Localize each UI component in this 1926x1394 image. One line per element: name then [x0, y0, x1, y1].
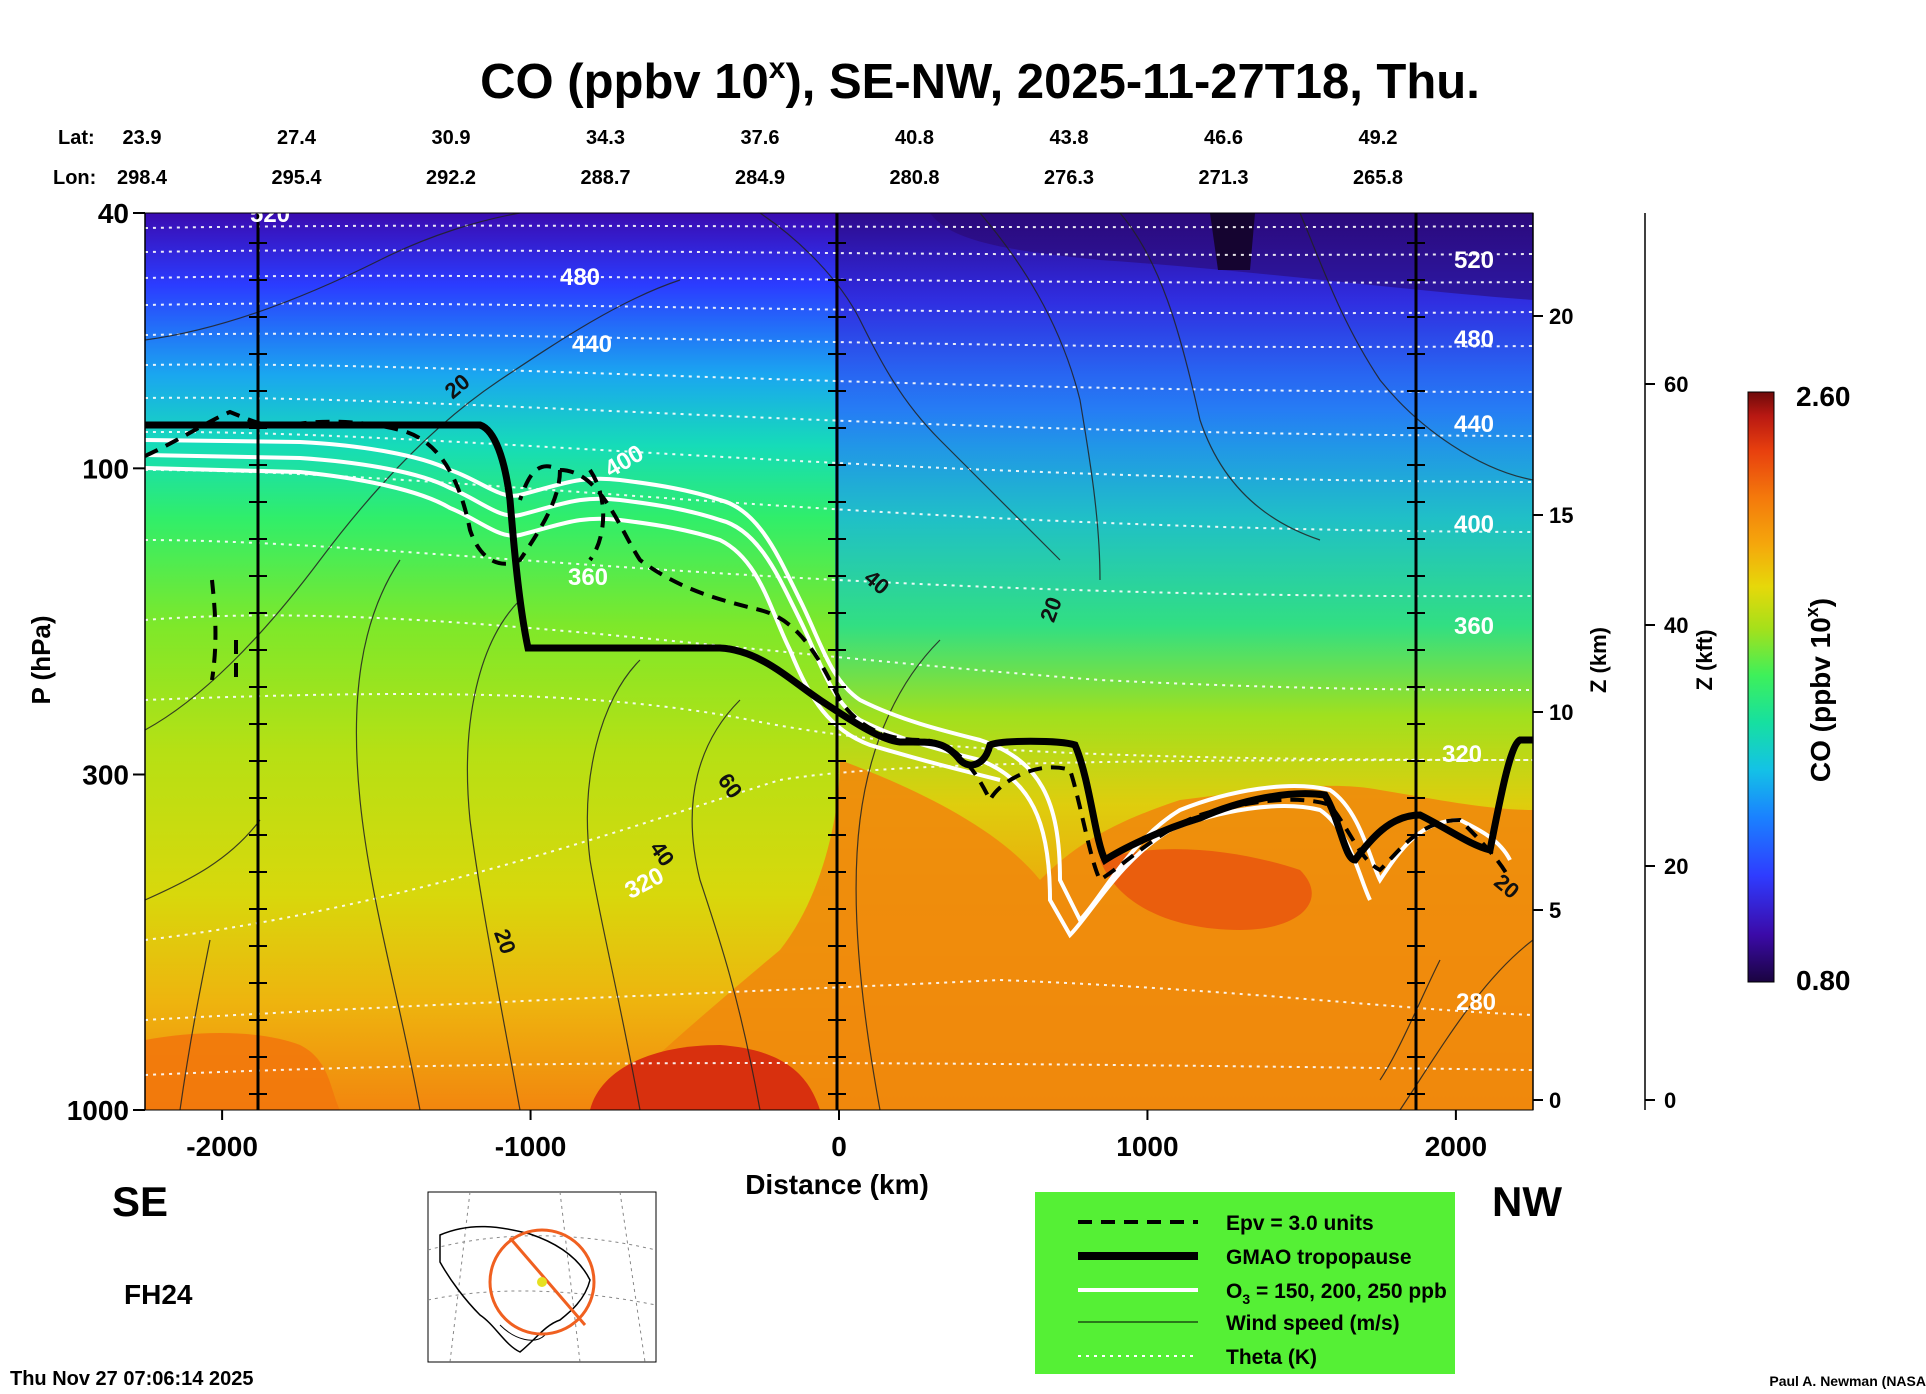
lat-value: 34.3	[586, 127, 625, 149]
x-tick-label: -1000	[495, 1131, 567, 1162]
x-tick-label: 1000	[1116, 1131, 1178, 1162]
z-km-axis: 0 5 10 15 20	[1532, 213, 1573, 1113]
lat-value: 40.8	[895, 127, 934, 149]
z-km-tick-label: 0	[1549, 1088, 1561, 1113]
z-kft-tick-label: 60	[1664, 372, 1688, 397]
lon-value: 295.4	[271, 167, 322, 189]
legend-label-ozone: O3 = 150, 200, 250 ppb	[1226, 1280, 1447, 1307]
theta-label: 480	[560, 264, 600, 291]
x-tick-label: 2000	[1425, 1131, 1487, 1162]
z-km-tick-label: 10	[1549, 700, 1573, 725]
x-tick-label: -2000	[186, 1131, 258, 1162]
z-kft-tick-label: 20	[1664, 854, 1688, 879]
legend-label-theta: Theta (K)	[1226, 1346, 1317, 1369]
theta-label: 280	[1456, 989, 1496, 1016]
z-kft-tick-label: 40	[1664, 613, 1688, 638]
legend-label-epv: Epv = 3.0 units	[1226, 1212, 1374, 1235]
colorbar-min-label: 0.80	[1796, 965, 1851, 996]
x-axis: -2000 -1000 0 1000 2000	[186, 1110, 1487, 1162]
z-km-tick-label: 15	[1549, 503, 1573, 528]
timestamp: Thu Nov 27 07:06:14 2025	[10, 1368, 253, 1390]
z-kft-axis: 0 20 40 60	[1645, 372, 1688, 1113]
direction-left: SE	[112, 1178, 168, 1225]
y-tick-label: 300	[82, 759, 129, 790]
legend-label-tropopause: GMAO tropopause	[1226, 1246, 1412, 1269]
y-axis: 40 100 300 1000	[67, 198, 146, 1126]
legend-label-wind: Wind speed (m/s)	[1226, 1312, 1400, 1335]
tropopause-line	[145, 421, 1533, 866]
lon-label: Lon:	[53, 167, 96, 189]
co-orange-lower-right	[600, 760, 1533, 1110]
x-axis-label: Distance (km)	[745, 1169, 929, 1200]
lat-value: 46.6	[1204, 127, 1243, 149]
z-km-axis-label: Z (km)	[1586, 627, 1611, 693]
lon-value: 298.4	[117, 167, 168, 189]
lat-value: 37.6	[741, 127, 780, 149]
reference-vertical-ticks	[249, 242, 1425, 1095]
x-tick-label: 0	[831, 1131, 847, 1162]
credit: Paul A. Newman (NASA	[1769, 1373, 1926, 1389]
z-km-tick-label: 5	[1549, 898, 1561, 923]
colorbar-max-label: 2.60	[1796, 381, 1851, 412]
lon-value: 280.8	[889, 167, 939, 189]
z-kft-axis-label: Z (kft)	[1692, 629, 1717, 690]
lat-value: 49.2	[1359, 127, 1398, 149]
legend: Epv = 3.0 units GMAO tropopause O3 = 150…	[1035, 1192, 1455, 1374]
theta-label: 480	[1454, 326, 1494, 353]
lon-value: 276.3	[1044, 167, 1094, 189]
reference-verticals	[256, 213, 1418, 1110]
theta-label: 440	[1454, 411, 1494, 438]
lat-values: 23.9 27.4 30.9 34.3 37.6 40.8 43.8 46.6 49.2	[123, 127, 1398, 149]
lon-value: 265.8	[1353, 167, 1403, 189]
colorbar-label: CO (ppbv 10x)	[1802, 598, 1836, 782]
lat-value: 27.4	[277, 127, 317, 149]
lon-value: 271.3	[1198, 167, 1248, 189]
location-map	[427, 1191, 657, 1363]
direction-right: NW	[1492, 1178, 1562, 1225]
colorbar	[1747, 391, 1775, 983]
lon-values: 298.4 295.4 292.2 288.7 284.9 280.8 276.3 271.3…	[117, 167, 1403, 189]
wind-contours	[145, 213, 1533, 1110]
lat-value: 23.9	[123, 127, 162, 149]
co-red-surface-left	[590, 1045, 820, 1110]
z-km-tick-label: 20	[1549, 304, 1573, 329]
co-red-lower-right	[1100, 849, 1312, 930]
y-tick-label: 40	[98, 198, 129, 229]
y-axis-label: P (hPa)	[26, 615, 56, 704]
theta-label: 520	[1454, 247, 1494, 274]
lon-value: 292.2	[426, 167, 476, 189]
plot-area: 520480440400360320280520480440400360320 …	[145, 201, 1533, 1110]
theta-label: 320	[1442, 741, 1482, 768]
theta-label: 440	[572, 331, 612, 358]
forecast-hour: FH24	[124, 1279, 193, 1310]
y-tick-label: 1000	[67, 1095, 129, 1126]
lon-value: 288.7	[580, 167, 630, 189]
theta-label: 400	[1454, 511, 1494, 538]
chart-title: CO (ppbv 10x), SE-NW, 2025-11-27T18, Thu…	[480, 52, 1480, 109]
lat-value: 43.8	[1050, 127, 1089, 149]
lon-value: 284.9	[735, 167, 785, 189]
theta-label: 360	[568, 564, 608, 591]
lat-label: Lat:	[58, 127, 95, 149]
theta-contours	[145, 224, 1533, 1076]
y-tick-label: 100	[82, 453, 129, 484]
z-kft-tick-label: 0	[1664, 1088, 1676, 1113]
theta-label: 360	[1454, 613, 1494, 640]
theta-label: 520	[250, 201, 290, 228]
epv-contours	[145, 409, 1512, 883]
lat-value: 30.9	[432, 127, 471, 149]
